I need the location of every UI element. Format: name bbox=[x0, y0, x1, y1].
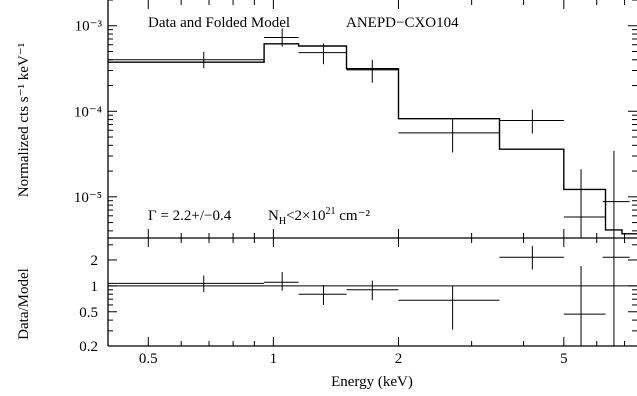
bottom-y-tick-label-2: 0.5 bbox=[79, 305, 98, 321]
nh-annotation: NH<2×1021 cm⁻² bbox=[268, 206, 370, 227]
top-y-axis-label: Normalized cts s⁻¹ keV⁻¹ bbox=[16, 43, 32, 197]
source-label: ANEPD−CXO104 bbox=[346, 15, 459, 31]
top-y-tick-label-2: 10⁻⁵ bbox=[74, 190, 102, 206]
top-y-tick-label-0: 10⁻³ bbox=[75, 19, 103, 35]
chart-title: Data and Folded Model bbox=[148, 15, 290, 31]
top-panel: 10⁻³ 10⁻⁴ 10⁻⁵ bbox=[74, 0, 637, 238]
x-tick-label-0: 0.5 bbox=[139, 351, 158, 367]
bottom-y-tick-label-3: 0.2 bbox=[79, 339, 98, 355]
bottom-y-tick-label-1: 1 bbox=[91, 279, 99, 295]
gamma-annotation: Γ = 2.2+/−0.4 bbox=[148, 208, 232, 224]
figure-labels: Data and Folded Model ANEPD−CXO104 Γ = 2… bbox=[16, 15, 459, 390]
x-axis-label: Energy (keV) bbox=[331, 374, 413, 390]
top-y-tick-label-1: 10⁻⁴ bbox=[74, 104, 102, 120]
x-tick-label-1: 1 bbox=[270, 351, 278, 367]
x-tick-label-3: 5 bbox=[560, 351, 568, 367]
bottom-panel: 0.5 1 2 5 2 1 0.5 0.2 bbox=[79, 237, 637, 367]
bottom-y-axis-label: Data/Model bbox=[16, 268, 32, 340]
folded-model-line bbox=[108, 43, 637, 235]
bottom-y-tick-label-0: 2 bbox=[91, 253, 99, 269]
x-tick-label-2: 2 bbox=[395, 351, 403, 367]
